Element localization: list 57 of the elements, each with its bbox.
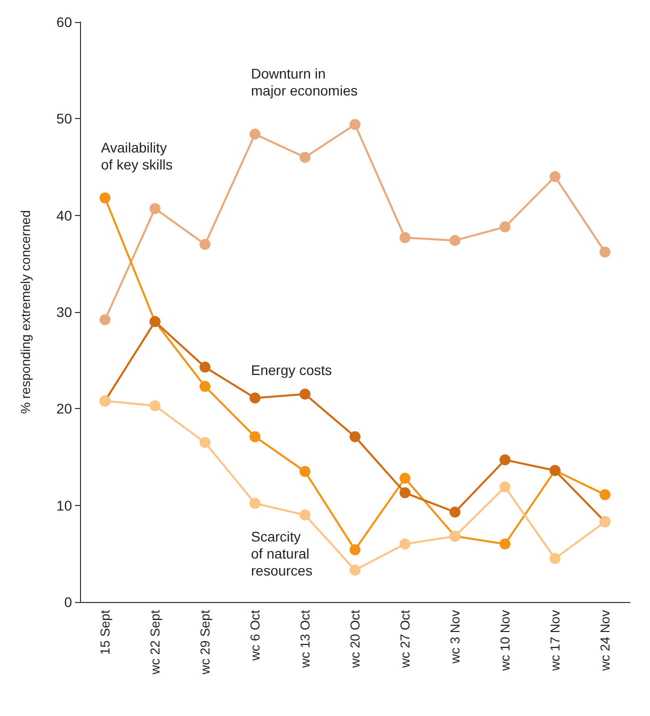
point: [250, 392, 260, 404]
point: [350, 118, 360, 130]
y-tick-label: 10: [56, 497, 72, 514]
point: [300, 466, 310, 477]
point: [100, 192, 110, 204]
point: [200, 362, 210, 373]
y-tick-label: 30: [56, 304, 72, 320]
series-label: Energy costs: [251, 362, 332, 378]
point: [600, 489, 610, 500]
x-tick-label: wc 13 Oct: [298, 610, 312, 669]
point: [200, 380, 210, 392]
x-tick-label: wc 20 Oct: [348, 610, 362, 669]
point: [200, 437, 210, 448]
point: [350, 564, 360, 576]
x-tick-label: wc 22 Sept: [148, 610, 162, 676]
y-tick-label: 0: [64, 594, 72, 610]
x-tick-label: wc 29 Sept: [198, 610, 212, 676]
point: [150, 203, 160, 214]
point: [500, 481, 510, 492]
x-tick-label: wc 10 Nov: [498, 610, 512, 672]
x-tick-label: wc 24 Nov: [598, 610, 612, 672]
point: [500, 538, 510, 550]
point: [600, 246, 610, 258]
point: [400, 538, 410, 550]
series-label: Downturn in major economies: [251, 66, 358, 99]
x-tick-label: wc 6 Oct: [248, 610, 262, 662]
point: [450, 506, 460, 518]
point: [450, 234, 460, 246]
point: [500, 454, 510, 466]
series-label: Scarcity of natural resources: [251, 528, 312, 578]
x-tick-label: wc 3 Nov: [448, 610, 462, 664]
x-tick-label: 15 Sept: [98, 610, 112, 655]
x-tick-label: wc 27 Oct: [398, 610, 412, 669]
point: [300, 510, 310, 520]
y-axis-title: % responding extremely concerned: [18, 210, 33, 414]
point: [250, 431, 260, 442]
point: [400, 232, 410, 244]
point: [300, 388, 310, 400]
point: [500, 221, 510, 232]
point: [400, 487, 410, 498]
point: [250, 128, 260, 140]
y-tick-label: 20: [56, 400, 72, 417]
point: [550, 553, 560, 564]
point: [300, 152, 310, 163]
point: [150, 400, 160, 412]
point: [100, 314, 110, 326]
point: [350, 544, 360, 556]
x-tick-label: wc 17 Nov: [548, 610, 562, 672]
point: [200, 238, 210, 250]
point: [350, 431, 360, 442]
point: [550, 171, 560, 182]
point: [250, 498, 260, 509]
point: [400, 472, 410, 484]
series-label: Availability of key skills: [101, 139, 173, 172]
y-tick-label: 60: [56, 14, 72, 30]
y-tick-label: 50: [56, 110, 72, 127]
y-tick-label: 40: [56, 207, 72, 224]
